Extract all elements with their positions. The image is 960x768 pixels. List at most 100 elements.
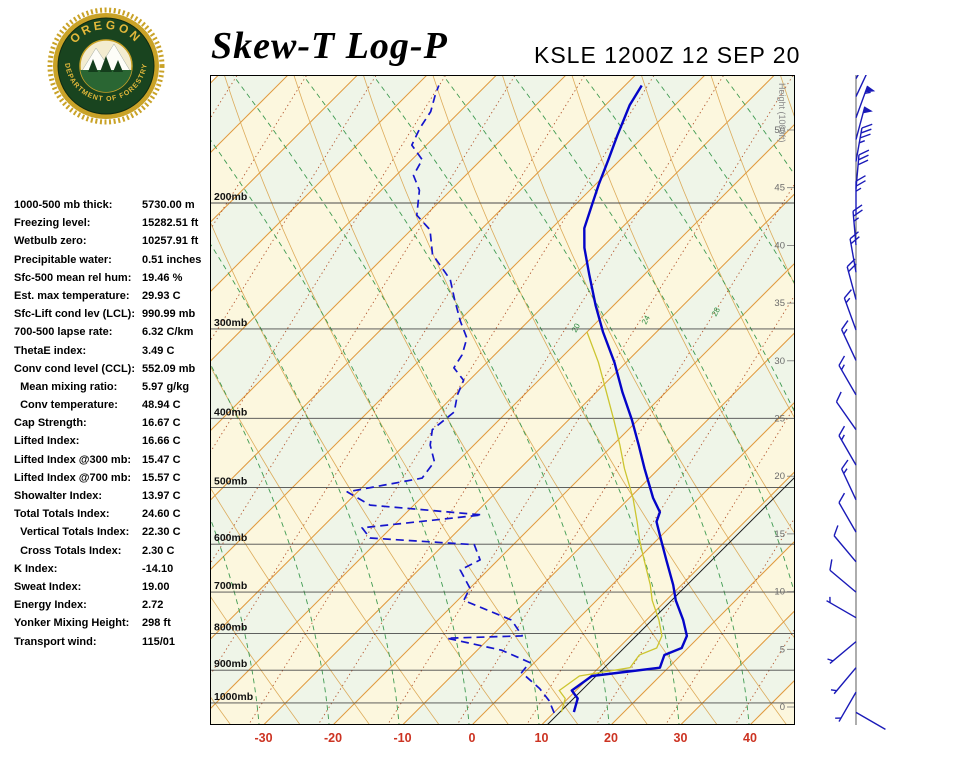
wind-barb — [843, 289, 857, 331]
stat-label: Sweat Index: — [14, 580, 82, 593]
stat-row: Wetbulb zero: 10257.91 ft — [14, 233, 210, 251]
wind-barb — [835, 691, 857, 722]
wind-barb — [855, 711, 886, 731]
diagonal-reference-line — [546, 476, 795, 725]
pressure-label: 300mb — [214, 317, 247, 329]
odf-logo: OREGON DEPARTMENT OF FORESTRY — [47, 7, 165, 125]
wind-barb — [840, 320, 857, 361]
stat-value: 16.67 C — [142, 417, 181, 430]
dry-adiabats — [210, 75, 795, 725]
height-tick-label: 25 — [774, 414, 785, 425]
stat-row: Conv temperature: 48.94 C — [14, 397, 210, 415]
dewpoint-trace — [346, 85, 555, 714]
stat-label: Conv cond level (CCL): — [14, 362, 136, 375]
temperature-axis: -30 -20 -10 0 10 20 30 40 — [0, 731, 960, 751]
stat-row: Sweat Index: 19.00 — [14, 579, 210, 597]
stat-label: Lifted Index @700 mb: — [14, 471, 132, 484]
stat-value: 48.94 C — [142, 399, 181, 412]
temp-axis-label: 10 — [534, 731, 549, 745]
wind-barb — [855, 75, 874, 79]
page-title: Skew-T Log-P — [211, 25, 448, 67]
stat-value: -14.10 — [142, 562, 174, 575]
station-datetime: KSLE 1200Z 12 SEP 20 — [534, 42, 801, 68]
stat-value: 19.46 % — [142, 271, 183, 284]
stat-label: Conv temperature: — [14, 399, 118, 412]
stat-row: Lifted Index: 16.66 C — [14, 433, 210, 451]
stat-label: Lifted Index @300 mb: — [14, 453, 132, 466]
wind-barb — [830, 667, 857, 695]
stat-row: Mean mixing ratio: 5.97 g/kg — [14, 379, 210, 397]
stat-row: Lifted Index @700 mb: 15.57 C — [14, 470, 210, 488]
stat-row: Freezing level: 15282.51 ft — [14, 215, 210, 233]
stat-label: Cap Strength: — [14, 417, 87, 430]
pressure-label: 900mb — [214, 658, 247, 670]
logo-ground — [80, 70, 132, 92]
temp-axis-label: 40 — [743, 731, 757, 745]
stat-value: 13.97 C — [142, 490, 181, 502]
pressure-label: 700mb — [214, 580, 247, 592]
stat-row: Sfc-Lift cond lev (LCL): 990.99 mb — [14, 306, 210, 324]
stat-row: Total Totals Index: 24.60 C — [14, 506, 210, 524]
stat-value: 15.47 C — [142, 453, 181, 466]
stat-row: 1000-500 mb thick: 5730.00 m — [14, 197, 210, 215]
wind-barb — [855, 85, 876, 119]
height-tick-label: 5 — [780, 644, 785, 655]
isotherm-lines — [210, 75, 795, 725]
stat-label: Total Totals Index: — [14, 508, 110, 521]
stat-row: Yonker Mixing Height: 298 ft — [14, 615, 210, 633]
wind-barb — [849, 231, 860, 273]
stat-value: 22.30 C — [142, 526, 181, 539]
stat-label: Wetbulb zero: — [14, 235, 87, 248]
stat-row: Conv cond level (CCL): 552.09 mb — [14, 361, 210, 379]
wind-barb — [833, 525, 857, 563]
wind-barb — [855, 106, 873, 140]
height-axis-title: Height (1000ft) — [777, 83, 787, 143]
stat-label: 1000-500 mb thick: — [14, 199, 113, 211]
plot-border — [210, 75, 795, 725]
logo-serrated-edge — [47, 7, 165, 125]
stat-label: 700-500 lapse rate: — [14, 326, 113, 339]
stat-row: Lifted Index @300 mb: 15.47 C — [14, 452, 210, 470]
wind-barb-column — [800, 75, 930, 735]
stat-label: K Index: — [14, 562, 58, 575]
stat-label: Showalter Index: — [14, 490, 103, 502]
height-tick-label: 15 — [774, 529, 785, 540]
wind-barb — [826, 596, 857, 619]
pressure-label: 600mb — [214, 532, 247, 544]
stat-value: 10257.91 ft — [142, 235, 199, 248]
height-tick-label: 30 — [774, 356, 785, 367]
temp-axis-label: 20 — [604, 731, 618, 745]
stat-value: 5730.00 m — [142, 199, 195, 211]
moist-adiabats — [210, 75, 795, 725]
stat-label: Sfc-Lift cond lev (LCL): — [14, 308, 135, 321]
stat-row: Precipitable water: 0.51 inches — [14, 252, 210, 270]
pressure-label: 1000mb — [214, 691, 253, 703]
stat-label: Precipitable water: — [14, 253, 112, 266]
wind-barb — [846, 258, 857, 300]
pressure-label: 200mb — [214, 191, 247, 203]
stat-value: 298 ft — [142, 617, 171, 630]
stat-value: 3.49 C — [142, 344, 175, 357]
logo-trees — [88, 56, 123, 72]
stat-value: 5.97 g/kg — [142, 380, 190, 393]
stat-row: ThetaE index: 3.49 C — [14, 343, 210, 361]
height-tick-label: 20 — [774, 471, 785, 482]
stat-value: 6.32 C/km — [142, 326, 194, 339]
wind-barb — [855, 175, 866, 216]
stat-value: 2.72 — [142, 599, 164, 612]
skewt-plot: 20 24 28 200mb 300mb 400mb 500mb 600mb 700mb 800m… — [210, 75, 795, 725]
stat-value: 115/01 — [142, 635, 176, 648]
temp-axis-label: 30 — [673, 731, 688, 745]
stat-value: 16.66 C — [142, 435, 181, 448]
stat-row: 700-500 lapse rate: 6.32 C/km — [14, 324, 210, 342]
pressure-label: 400mb — [214, 406, 247, 418]
indices-panel: 1000-500 mb thick: 5730.00 m Freezing leve… — [14, 197, 210, 652]
stat-value: 552.09 mb — [142, 362, 196, 375]
height-tick-label: 10 — [774, 587, 785, 598]
temp-axis-label: -20 — [323, 731, 343, 745]
stat-label: Cross Totals Index: — [14, 544, 122, 557]
height-tick-label: 35 — [774, 298, 785, 309]
stat-label: Yonker Mixing Height: — [14, 617, 130, 630]
